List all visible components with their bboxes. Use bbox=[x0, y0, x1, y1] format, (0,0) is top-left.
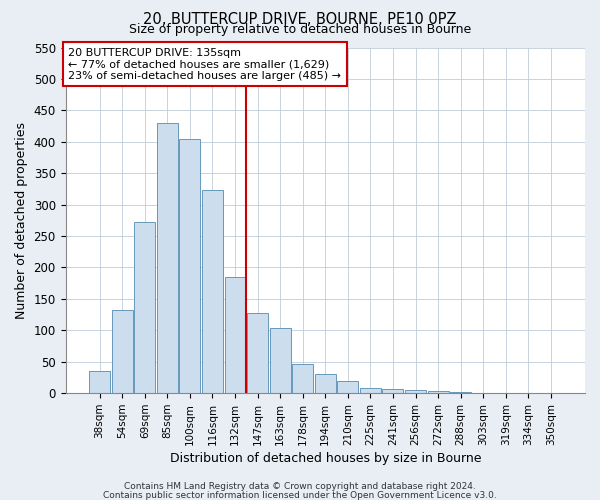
Y-axis label: Number of detached properties: Number of detached properties bbox=[15, 122, 28, 319]
Bar bbox=[473, 392, 494, 393]
Bar bbox=[337, 380, 358, 393]
Bar bbox=[134, 222, 155, 393]
Bar bbox=[89, 371, 110, 393]
Bar bbox=[450, 392, 471, 393]
Bar bbox=[495, 392, 516, 393]
Text: 20, BUTTERCUP DRIVE, BOURNE, PE10 0PZ: 20, BUTTERCUP DRIVE, BOURNE, PE10 0PZ bbox=[143, 12, 457, 28]
Bar bbox=[269, 328, 290, 393]
Bar bbox=[247, 313, 268, 393]
Bar bbox=[202, 190, 223, 393]
Text: 20 BUTTERCUP DRIVE: 135sqm
← 77% of detached houses are smaller (1,629)
23% of s: 20 BUTTERCUP DRIVE: 135sqm ← 77% of deta… bbox=[68, 48, 341, 80]
Bar bbox=[179, 138, 200, 393]
Bar bbox=[315, 374, 336, 393]
X-axis label: Distribution of detached houses by size in Bourne: Distribution of detached houses by size … bbox=[170, 452, 481, 465]
Bar bbox=[405, 390, 426, 393]
Text: Size of property relative to detached houses in Bourne: Size of property relative to detached ho… bbox=[129, 22, 471, 36]
Bar bbox=[157, 123, 178, 393]
Bar bbox=[112, 310, 133, 393]
Text: Contains public sector information licensed under the Open Government Licence v3: Contains public sector information licen… bbox=[103, 490, 497, 500]
Bar bbox=[382, 389, 403, 393]
Bar bbox=[224, 277, 245, 393]
Bar bbox=[541, 392, 562, 393]
Text: Contains HM Land Registry data © Crown copyright and database right 2024.: Contains HM Land Registry data © Crown c… bbox=[124, 482, 476, 491]
Bar bbox=[292, 364, 313, 393]
Bar bbox=[360, 388, 381, 393]
Bar bbox=[428, 392, 449, 393]
Bar bbox=[518, 392, 539, 393]
